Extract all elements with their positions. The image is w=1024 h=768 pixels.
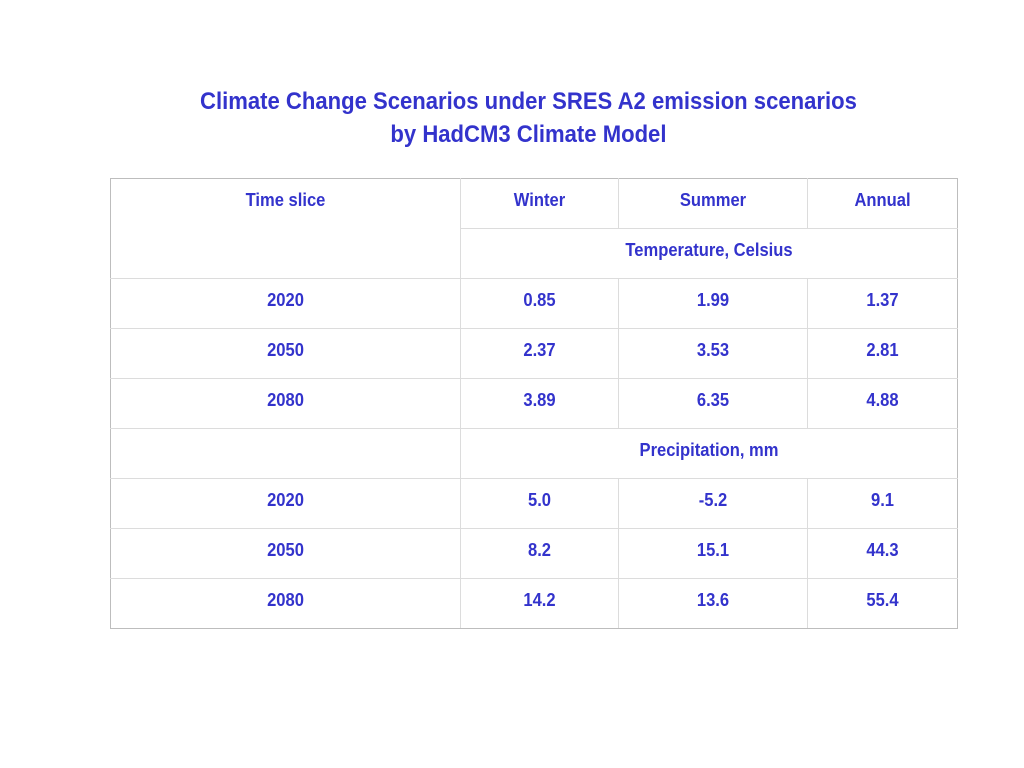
title-line-1: Climate Change Scenarios under SRES A2 e… [200, 88, 857, 115]
header-cell-summer: Summer [618, 178, 808, 229]
section-label-temperature: Temperature, Celsius [460, 228, 958, 279]
table-row: 2020 0.85 1.99 1.37 [110, 278, 958, 329]
slide-title: Climate Change Scenarios under SRES A2 e… [42, 85, 1014, 151]
table-row: 2080 3.89 6.35 4.88 [110, 378, 958, 429]
summer-cell: 13.6 [618, 578, 808, 629]
summer-cell: 1.99 [618, 278, 808, 329]
annual-cell: 9.1 [807, 478, 958, 529]
empty-cell [110, 428, 461, 479]
header-cell-winter: Winter [460, 178, 619, 229]
summer-cell: -5.2 [618, 478, 808, 529]
winter-cell: 5.0 [460, 478, 619, 529]
header-row: Time slice Winter Summer Annual [110, 178, 958, 279]
summer-cell: 15.1 [618, 528, 808, 579]
summer-cell: 6.35 [618, 378, 808, 429]
winter-cell: 14.2 [460, 578, 619, 629]
winter-cell: 2.37 [460, 328, 619, 379]
time-slice-cell: 2050 [110, 328, 461, 379]
climate-scenarios-table: Time slice Winter Summer Annual Temperat… [110, 178, 958, 629]
annual-cell: 2.81 [807, 328, 958, 379]
time-slice-cell: 2020 [110, 278, 461, 329]
winter-cell: 0.85 [460, 278, 619, 329]
time-slice-cell: 2050 [110, 528, 461, 579]
table-row: 2020 5.0 -5.2 9.1 [110, 478, 958, 529]
section-row-temperature: Temperature, Celsius [111, 228, 958, 279]
time-slice-cell: 2020 [110, 478, 461, 529]
title-line-2: by HadCM3 Climate Model [390, 121, 667, 148]
section-row-precipitation: Precipitation, mm [110, 428, 958, 479]
table-row: 2080 14.2 13.6 55.4 [110, 578, 958, 629]
header-cell-annual: Annual [807, 178, 958, 229]
annual-cell: 44.3 [807, 528, 958, 579]
section-label-precipitation: Precipitation, mm [460, 428, 958, 479]
annual-cell: 4.88 [807, 378, 958, 429]
annual-cell: 55.4 [807, 578, 958, 629]
summer-cell: 3.53 [618, 328, 808, 379]
header-cell-time-slice: Time slice [110, 178, 461, 279]
time-slice-cell: 2080 [110, 578, 461, 629]
table-row: 2050 2.37 3.53 2.81 [110, 328, 958, 379]
time-slice-cell: 2080 [110, 378, 461, 429]
winter-cell: 8.2 [460, 528, 619, 579]
winter-cell: 3.89 [460, 378, 619, 429]
annual-cell: 1.37 [807, 278, 958, 329]
table-row: 2050 8.2 15.1 44.3 [110, 528, 958, 579]
